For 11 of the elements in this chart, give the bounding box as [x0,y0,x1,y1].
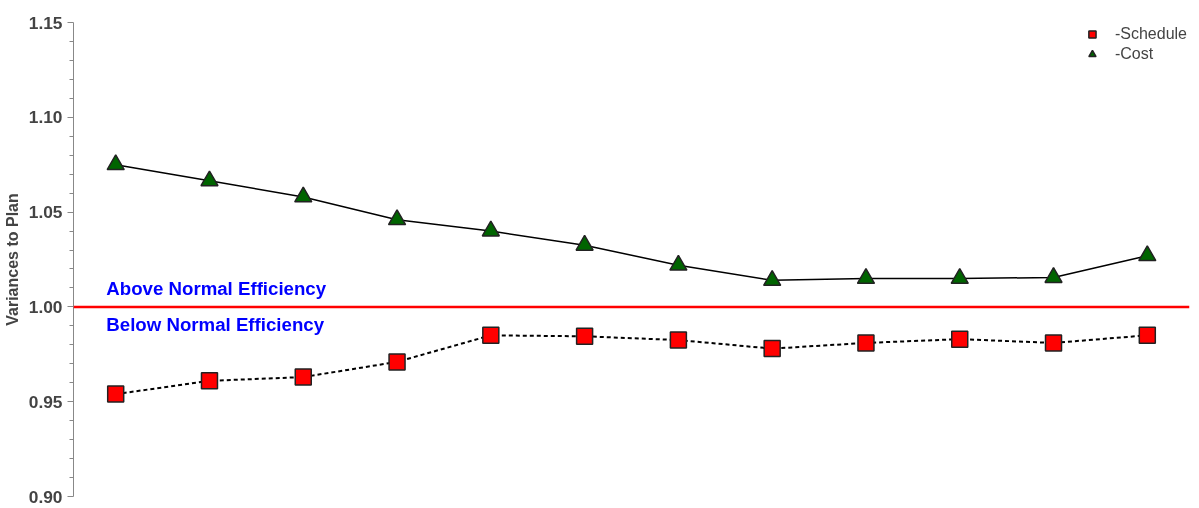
y-tick-label: 1.10 [28,107,63,128]
annotation: Below Normal Efficiency [106,314,325,336]
y-tick-label: 1.15 [28,12,63,33]
annotation: Above Normal Efficiency [106,278,327,300]
legend-label: -Cost [1114,45,1154,63]
y-tick-label: 0.95 [28,391,63,412]
legend-label: -Schedule [1114,25,1187,43]
y-tick-label: 0.90 [28,486,63,507]
y-tick-label: 1.05 [28,202,63,223]
y-axis-title: Variances to Plan [3,193,21,326]
y-tick-label: 1.00 [28,296,63,317]
